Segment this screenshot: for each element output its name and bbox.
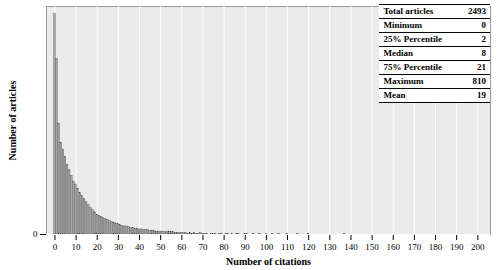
html-text:8: 8 (481, 48, 486, 58)
svg-text:0: 0 (53, 242, 58, 252)
html-text:Mean: Mean (383, 90, 406, 100)
svg-text:120: 120 (302, 242, 316, 252)
html-text:19: 19 (477, 90, 486, 100)
svg-text:80: 80 (220, 242, 230, 252)
svg-text:110: 110 (281, 242, 295, 252)
html-text:Total articles: Total articles (383, 6, 434, 16)
svg-text:90: 90 (241, 242, 251, 252)
svg-text:60: 60 (177, 242, 187, 252)
svg-text:170: 170 (408, 242, 422, 252)
html-text:2: 2 (481, 34, 486, 44)
svg-text:100: 100 (260, 242, 274, 252)
svg-text:150: 150 (365, 242, 379, 252)
html-text:Minimum: Minimum (383, 20, 422, 30)
svg-text:0: 0 (33, 229, 38, 239)
svg-text:Number of citations: Number of citations (226, 256, 311, 267)
svg-text:20: 20 (93, 242, 103, 252)
svg-text:70: 70 (198, 242, 208, 252)
svg-text:140: 140 (344, 242, 358, 252)
html-text:75% Percentile: 75% Percentile (383, 62, 442, 72)
svg-text:10: 10 (72, 242, 82, 252)
html-text:810: 810 (472, 76, 486, 86)
svg-text:160: 160 (386, 242, 400, 252)
svg-text:180: 180 (429, 242, 443, 252)
svg-text:30: 30 (114, 242, 124, 252)
svg-text:190: 190 (450, 242, 464, 252)
svg-text:Number of articles: Number of articles (7, 80, 18, 160)
html-text:Median: Median (383, 48, 413, 58)
svg-text:200: 200 (471, 242, 485, 252)
html-text:25% Percentile: 25% Percentile (383, 34, 442, 44)
svg-text:130: 130 (323, 242, 337, 252)
html-text:21: 21 (477, 62, 486, 72)
html-text:0: 0 (481, 20, 486, 30)
html-text:Maximum: Maximum (383, 76, 424, 86)
html-text:2493: 2493 (468, 6, 486, 16)
svg-text:50: 50 (156, 242, 166, 252)
svg-text:40: 40 (135, 242, 145, 252)
